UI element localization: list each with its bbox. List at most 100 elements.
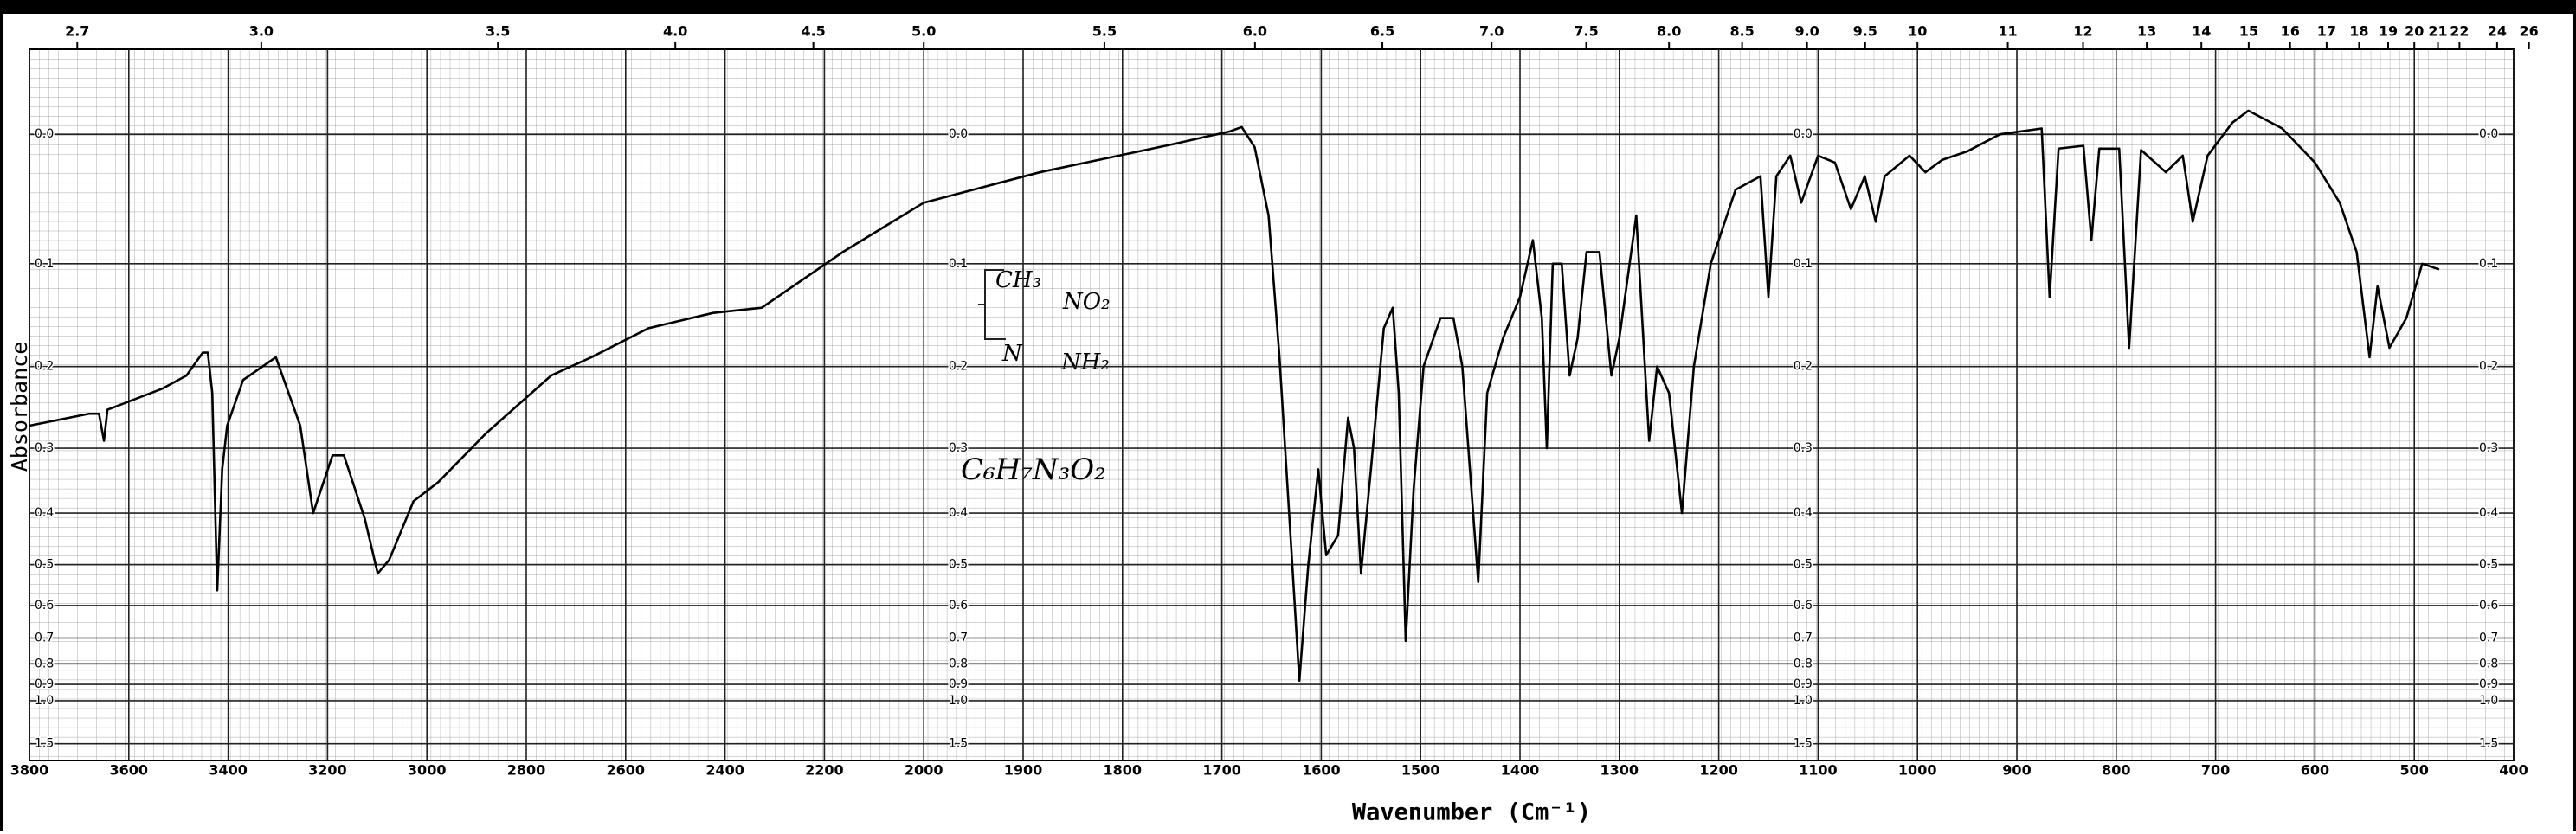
x-axis-title: Wavenumber (Cm⁻¹)	[1352, 799, 1591, 826]
y-tick-label: 1.5	[35, 737, 54, 751]
y-tick-label: 1.0	[949, 694, 968, 708]
x-tick-label: 600	[2301, 762, 2329, 779]
y-tick-label: 1.5	[949, 737, 968, 751]
x-tick-label: 400	[2499, 762, 2528, 779]
y-tick-label: 0.5	[2479, 558, 2498, 572]
y-tick-label: 0.9	[949, 677, 968, 691]
y-tick-label: 0.6	[35, 599, 54, 613]
x2-tick-label: 3.0	[249, 23, 274, 40]
y-tick-label: 0.5	[1794, 558, 1813, 572]
x2-tick-label: 10	[1908, 23, 1927, 40]
x2-tick-label: 15	[2239, 23, 2258, 40]
x2-tick-label: 21	[2428, 23, 2447, 40]
y-tick-label: 0.5	[949, 558, 968, 572]
y-tick-label: 1.5	[1794, 737, 1813, 751]
y-tick-label: 0.0	[2479, 127, 2498, 141]
y-tick-label: 0.4	[2479, 506, 2498, 520]
x-tick-label: 3600	[110, 762, 149, 779]
structure-sketch	[978, 269, 1006, 340]
annotation: C₆H₇N₃O₂	[961, 452, 1106, 487]
x-tick-label: 1300	[1600, 762, 1639, 779]
x2-tick-label: 11	[1998, 23, 2017, 40]
x-tick-label: 1000	[1898, 762, 1937, 779]
spectrum-line	[29, 109, 2440, 683]
x-tick-label: 1100	[1799, 762, 1838, 779]
y-tick-label: 0.4	[1794, 506, 1813, 520]
x2-tick-label: 26	[2520, 23, 2539, 40]
y-tick-label: 1.5	[2479, 737, 2498, 751]
y-tick-label: 0.7	[949, 632, 968, 645]
y-tick-label: 0.3	[35, 441, 54, 455]
y-tick-label: 0.1	[2479, 257, 2498, 271]
annotation: N	[1001, 341, 1023, 367]
x2-tick-label: 20	[2405, 23, 2424, 40]
x-tick-label: 1400	[1501, 762, 1540, 779]
x-tick-label: 1600	[1302, 762, 1341, 779]
y-tick-label: 0.0	[949, 127, 968, 141]
x2-tick-label: 16	[2281, 23, 2300, 40]
annotation: NH₂	[1060, 350, 1110, 375]
x2-tick-label: 5.5	[1092, 23, 1117, 40]
x2-tick-label: 7.0	[1479, 23, 1504, 40]
y-tick-label: 0.5	[35, 558, 54, 572]
x2-tick-label: 6.0	[1243, 23, 1267, 40]
y-tick-label: 0.2	[2479, 360, 2498, 374]
x-tick-label: 800	[2102, 762, 2130, 779]
x2-tick-label: 17	[2317, 23, 2336, 40]
y-tick-label: 0.2	[949, 360, 968, 374]
x-tick-label: 1900	[1004, 762, 1043, 779]
y-tick-label: 0.0	[35, 127, 54, 141]
x2-tick-label: 12	[2073, 23, 2092, 40]
x2-tick-label: 19	[2379, 23, 2398, 40]
y-tick-label: 0.7	[1794, 632, 1813, 645]
x-tick-label: 2800	[507, 762, 546, 779]
y-tick-label: 0.9	[2479, 677, 2498, 691]
y-tick-label: 0.4	[35, 506, 54, 520]
annotation: CH₃	[995, 267, 1041, 293]
x2-tick-label: 7.5	[1574, 23, 1598, 40]
y-tick-label: 0.3	[949, 441, 968, 455]
y-tick-label: 1.0	[2479, 694, 2498, 708]
x2-tick-label: 3.5	[486, 23, 510, 40]
y-tick-label: 0.3	[1794, 441, 1813, 455]
x-tick-label: 1700	[1202, 762, 1241, 779]
x-tick-label: 3000	[408, 762, 447, 779]
y-axis-title: Absorbance	[7, 342, 32, 472]
chart-paper	[29, 48, 2515, 761]
x-tick-label: 500	[2399, 762, 2428, 779]
y-tick-label: 0.1	[949, 257, 968, 271]
annotation: NO₂	[1062, 289, 1111, 315]
x2-tick-label: 13	[2137, 23, 2156, 40]
y-tick-label: 0.2	[1794, 360, 1813, 374]
y-tick-label: 0.9	[35, 677, 54, 691]
x-tick-label: 1800	[1104, 762, 1143, 779]
x-tick-label: 700	[2201, 762, 2230, 779]
x2-tick-label: 4.5	[801, 23, 825, 40]
x-tick-label: 2200	[805, 762, 844, 779]
header-band	[0, 0, 2576, 14]
x2-tick-label: 2.7	[65, 23, 89, 40]
y-tick-label: 0.7	[2479, 632, 2498, 645]
x-tick-label: 1500	[1401, 762, 1440, 779]
x2-tick-label: 9.0	[1794, 23, 1819, 40]
x-tick-label: 900	[2002, 762, 2031, 779]
x2-tick-label: 18	[2349, 23, 2368, 40]
right-edge	[2573, 0, 2576, 831]
x2-tick-label: 8.5	[1729, 23, 1754, 40]
x2-tick-label: 22	[2450, 23, 2469, 40]
left-edge	[0, 0, 3, 831]
y-tick-label: 0.0	[1794, 127, 1813, 141]
x2-tick-label: 6.5	[1370, 23, 1394, 40]
x-tick-label: 2000	[905, 762, 943, 779]
y-tick-label: 0.2	[35, 360, 54, 374]
x2-tick-label: 4.0	[663, 23, 687, 40]
y-tick-label: 0.9	[1794, 677, 1813, 691]
y-tick-label: 1.0	[35, 694, 54, 708]
x-tick-label: 3400	[209, 762, 248, 779]
y-tick-label: 0.4	[949, 506, 968, 520]
y-tick-label: 0.8	[35, 657, 54, 670]
x2-tick-label: 24	[2488, 23, 2507, 40]
y-tick-label: 0.8	[1794, 657, 1813, 670]
y-tick-label: 0.7	[35, 632, 54, 645]
